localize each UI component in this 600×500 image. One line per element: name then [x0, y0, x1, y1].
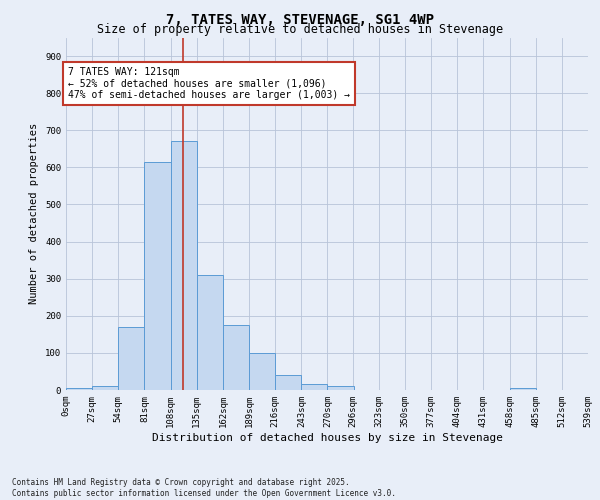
Bar [249, 353, 275, 390]
Y-axis label: Number of detached properties: Number of detached properties [29, 123, 40, 304]
Bar [328, 386, 353, 390]
Text: 7 TATES WAY: 121sqm
← 52% of detached houses are smaller (1,096)
47% of semi-det: 7 TATES WAY: 121sqm ← 52% of detached ho… [68, 67, 350, 100]
Bar [301, 384, 328, 390]
Text: Contains HM Land Registry data © Crown copyright and database right 2025.
Contai: Contains HM Land Registry data © Crown c… [12, 478, 396, 498]
Bar [275, 375, 301, 390]
Bar [66, 388, 92, 390]
Bar [118, 327, 145, 390]
Text: Size of property relative to detached houses in Stevenage: Size of property relative to detached ho… [97, 22, 503, 36]
X-axis label: Distribution of detached houses by size in Stevenage: Distribution of detached houses by size … [151, 432, 503, 442]
Bar [92, 386, 118, 390]
Bar [509, 388, 536, 390]
Bar [197, 275, 223, 390]
Bar [223, 325, 249, 390]
Bar [170, 142, 197, 390]
Bar [145, 162, 170, 390]
Text: 7, TATES WAY, STEVENAGE, SG1 4WP: 7, TATES WAY, STEVENAGE, SG1 4WP [166, 12, 434, 26]
